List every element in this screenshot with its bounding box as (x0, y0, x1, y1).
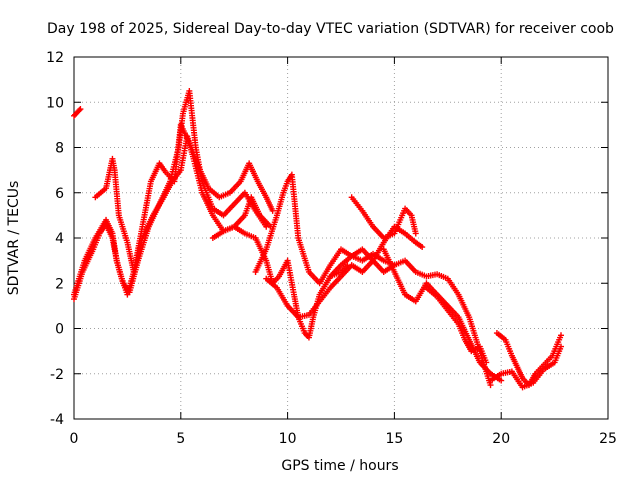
y-tick-label: 0 (55, 322, 64, 338)
series-trace-3 (71, 133, 274, 303)
chart-grid (74, 57, 608, 419)
x-tick-label: 15 (385, 431, 403, 447)
x-tick-label: 10 (279, 431, 297, 447)
x-tick-label: 0 (70, 431, 79, 447)
data-point (412, 230, 419, 237)
y-tick-label: -4 (50, 412, 64, 428)
data-point (483, 359, 490, 366)
series-trace-4 (92, 121, 276, 275)
y-tick-label: 6 (55, 186, 64, 202)
data-point (77, 106, 84, 113)
y-tick-label: 2 (55, 276, 64, 292)
data-point (76, 107, 83, 114)
series-trace-1 (71, 106, 84, 119)
y-tick-label: 8 (55, 141, 64, 157)
y-axis-label: SDTVAR / TECUs (6, 181, 22, 296)
y-tick-label: 10 (46, 95, 64, 111)
series-trace-11 (423, 284, 490, 366)
data-point (498, 377, 505, 384)
data-point (419, 244, 426, 251)
y-tick-label: 12 (46, 50, 64, 66)
axis-ticks: 0 5 10 15 20 25 -4 -2 0 2 4 6 8 10 12 (46, 50, 617, 447)
data-points (71, 87, 565, 391)
chart-title: Day 198 of 2025, Sidereal Day-to-day VTE… (47, 21, 614, 37)
data-point (558, 343, 565, 350)
series-trace-7 (263, 223, 426, 321)
series-trace-8 (348, 194, 419, 241)
series-trace-12 (493, 330, 565, 389)
series-trace-5 (209, 223, 351, 341)
data-point (269, 207, 276, 214)
y-tick-label: 4 (55, 231, 64, 247)
series-trace-10 (380, 246, 505, 384)
y-tick-label: -2 (50, 367, 64, 383)
x-tick-label: 5 (176, 431, 185, 447)
data-point (558, 332, 565, 339)
x-tick-label: 25 (599, 431, 617, 447)
series-trace-13 (487, 343, 565, 391)
x-tick-label: 20 (492, 431, 510, 447)
x-axis-label: GPS time / hours (281, 458, 398, 474)
